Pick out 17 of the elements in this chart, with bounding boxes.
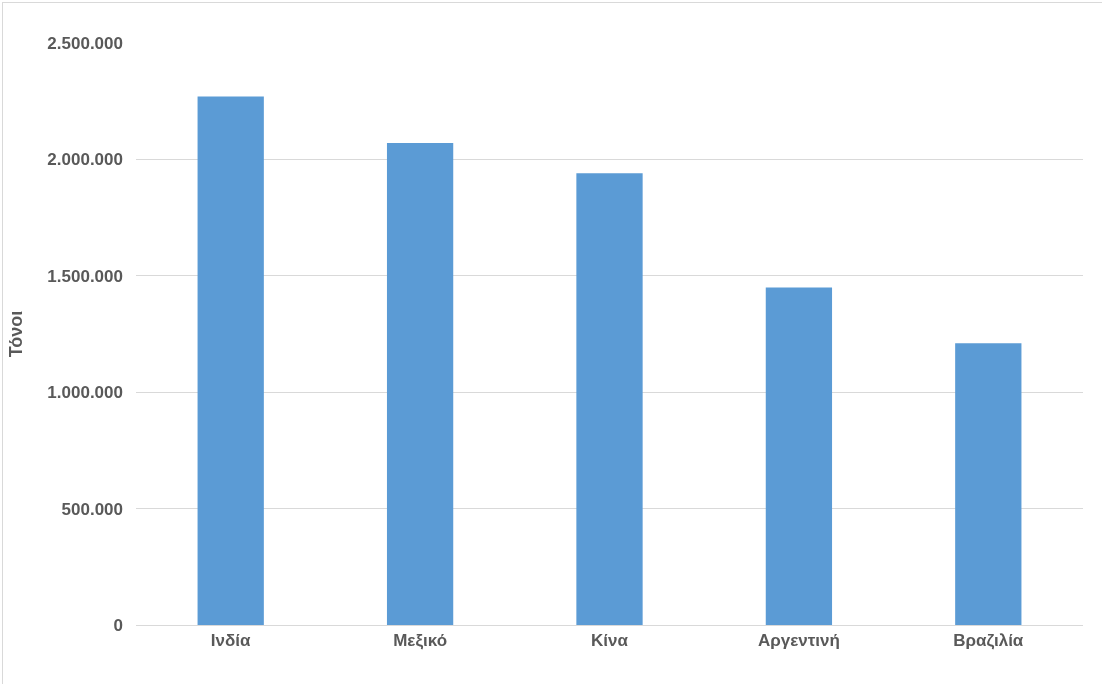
y-tick-label: 2.000.000 (47, 150, 123, 170)
x-tick-label: Μεξικό (393, 631, 448, 651)
bar (955, 343, 1022, 625)
y-tick-label: 2.500.000 (47, 33, 123, 53)
x-tick-label: Ινδία (210, 631, 252, 651)
x-tick-label: Βραζιλία (953, 631, 1024, 651)
x-tick-label: Αργεντινή (757, 631, 840, 651)
y-tick-label: 500.000 (61, 499, 123, 519)
y-tick-label: 0 (113, 615, 123, 635)
y-axis-title: Τόνοι (5, 310, 26, 358)
bar (576, 173, 643, 625)
y-tick-label: 1.000.000 (47, 383, 123, 403)
bar (386, 143, 454, 625)
x-tick-label: Κίνα (591, 631, 629, 651)
bar (765, 287, 833, 625)
bar (197, 96, 264, 625)
y-tick-label: 1.500.000 (47, 266, 123, 286)
